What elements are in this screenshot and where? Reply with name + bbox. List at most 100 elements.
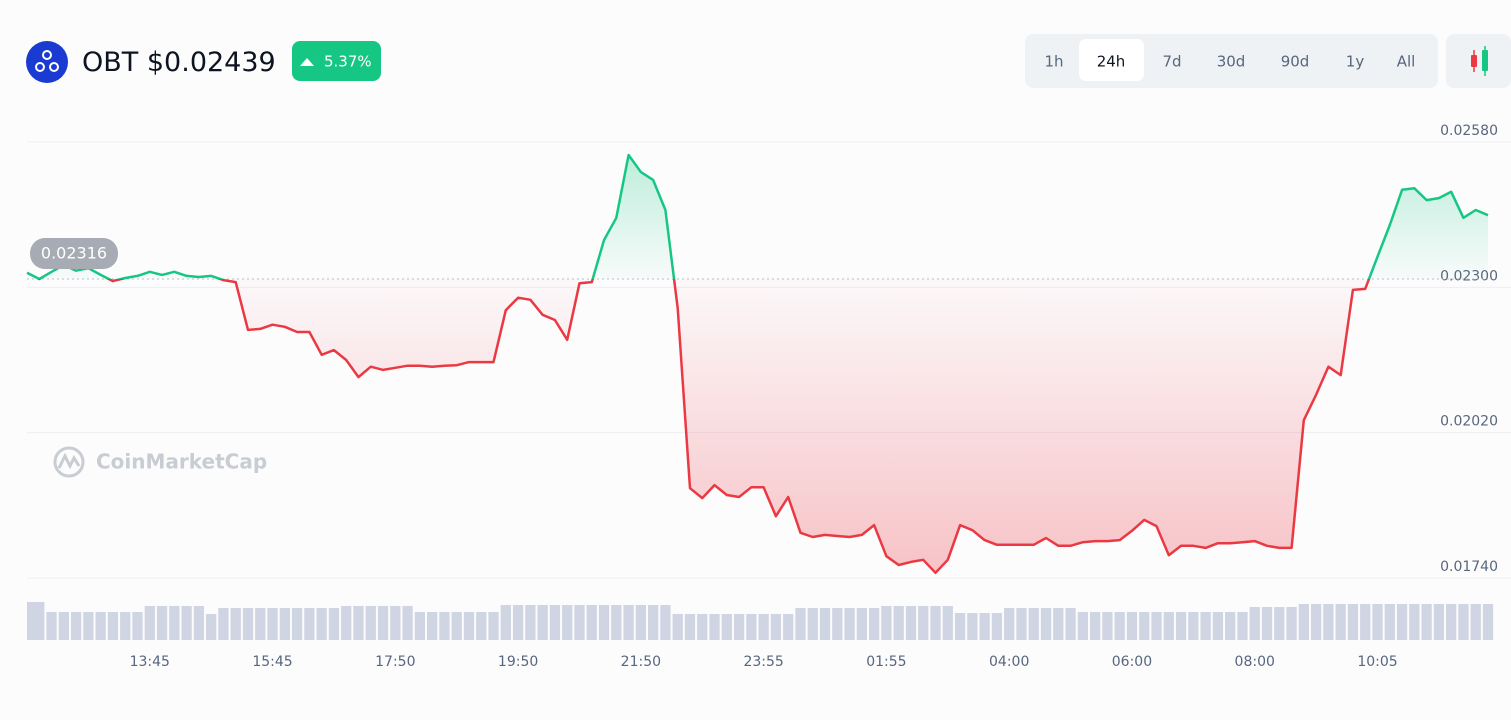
volume-bar: [1188, 612, 1199, 640]
x-tick-label: 08:00: [1235, 654, 1275, 670]
timeframe-button[interactable]: 1h: [1044, 53, 1063, 71]
volume-bar: [537, 605, 548, 640]
volume-bar: [341, 606, 352, 640]
volume-bar: [1102, 612, 1113, 640]
volume-bar: [120, 612, 131, 640]
timeframe-button[interactable]: 30d: [1217, 53, 1246, 71]
volume-bar: [402, 606, 413, 640]
volume-bar: [1089, 612, 1101, 640]
volume-bar: [414, 612, 426, 640]
volume-bar: [83, 612, 94, 640]
timeframe-button[interactable]: 24h: [1097, 53, 1126, 71]
volume-bar: [451, 612, 462, 640]
x-tick-label: 10:05: [1357, 654, 1397, 670]
volume-bar: [795, 608, 806, 640]
chart-type-button[interactable]: [1446, 34, 1511, 88]
price-line: [26, 153, 1489, 575]
x-tick-label: 01:55: [866, 654, 906, 670]
timeframe-button[interactable]: 90d: [1281, 53, 1310, 71]
volume-bar: [488, 612, 499, 640]
volume-bar: [549, 605, 561, 640]
volume-bar: [1372, 604, 1383, 640]
volume-bar: [206, 614, 217, 640]
volume-bar: [1151, 612, 1162, 640]
volume-bar: [1126, 612, 1138, 640]
volume-bar: [1225, 612, 1236, 640]
volume-bar: [1237, 612, 1248, 640]
volume-bar: [1286, 607, 1297, 640]
volume-bar: [733, 614, 745, 640]
volume-bar: [1458, 604, 1469, 640]
volume-bar: [648, 605, 659, 640]
volume-bar: [819, 608, 831, 640]
timeframe-buttons: 1h 24h 7d 30d 90d 1y All: [1044, 39, 1415, 81]
x-tick-label: 19:50: [498, 654, 538, 670]
volume-bar: [856, 608, 867, 640]
volume-bar: [267, 608, 278, 640]
volume-bar: [721, 614, 732, 640]
volume-bar: [377, 606, 389, 640]
timeframe-button[interactable]: All: [1397, 53, 1416, 71]
volume-bar: [1310, 604, 1322, 640]
volume-bar: [660, 605, 671, 640]
volume-bar: [1384, 604, 1395, 640]
volume-bar: [844, 608, 855, 640]
volume-bar: [881, 606, 892, 640]
volume-bar: [1421, 604, 1432, 640]
x-tick-label: 21:50: [621, 654, 661, 670]
volume-bar: [598, 605, 610, 640]
volume-bar: [27, 602, 38, 640]
volume-bar: [623, 605, 634, 640]
volume-bar: [1274, 607, 1285, 640]
volume-bar: [1298, 604, 1309, 640]
volume-bar: [574, 605, 585, 640]
volume-bar: [1212, 612, 1224, 640]
volume-bar: [1360, 604, 1371, 640]
timeframe-selected[interactable]: [1079, 39, 1144, 81]
candle-icon: [1471, 46, 1488, 76]
volume-bar: [144, 606, 155, 640]
watermark-logo: [53, 446, 85, 478]
volume-bar: [930, 606, 941, 640]
volume-bar: [95, 612, 106, 640]
timeframe-button[interactable]: 1y: [1346, 53, 1365, 71]
volume-bar: [783, 614, 794, 640]
volume-bar: [58, 612, 69, 640]
volume-bar: [512, 605, 524, 640]
volume-bar: [156, 606, 168, 640]
volume-bar: [905, 606, 917, 640]
volume-bar: [242, 608, 254, 640]
volume-bar: [439, 612, 450, 640]
coin-logo-icon: [35, 50, 59, 72]
volume-bar: [279, 608, 290, 640]
volume-bar: [672, 614, 683, 640]
volume-bar: [255, 608, 266, 640]
coin-symbol: OBT: [82, 47, 139, 78]
volume-bar: [1446, 604, 1457, 640]
volume-bar: [967, 613, 978, 640]
volume-bar: [893, 606, 904, 640]
volume-bar: [1004, 608, 1015, 640]
volume-bar: [46, 612, 57, 640]
volume-bar: [328, 608, 340, 640]
volume-bar: [1433, 604, 1445, 640]
plot: 0.017400.020200.023000.025800.0231613:45…: [26, 123, 1511, 670]
volume-bar: [1139, 612, 1150, 640]
volume-bar: [353, 606, 364, 640]
volume-bar: [107, 612, 119, 640]
volume-bar: [1028, 608, 1039, 640]
change-value: 5.37%: [324, 53, 372, 71]
volume-bar: [954, 613, 966, 640]
timeframe-button[interactable]: 7d: [1162, 53, 1181, 71]
volume-bar: [918, 606, 929, 640]
volume-bar: [1200, 612, 1211, 640]
volume-bar: [1261, 607, 1273, 640]
volume-bar: [1040, 608, 1052, 640]
volume-bar: [1163, 612, 1174, 640]
volume-bar: [1482, 604, 1494, 640]
volume-bar: [1347, 604, 1359, 640]
volume-bar: [1396, 604, 1408, 640]
x-tick-label: 06:00: [1112, 654, 1152, 670]
up-arrow: [300, 58, 314, 66]
